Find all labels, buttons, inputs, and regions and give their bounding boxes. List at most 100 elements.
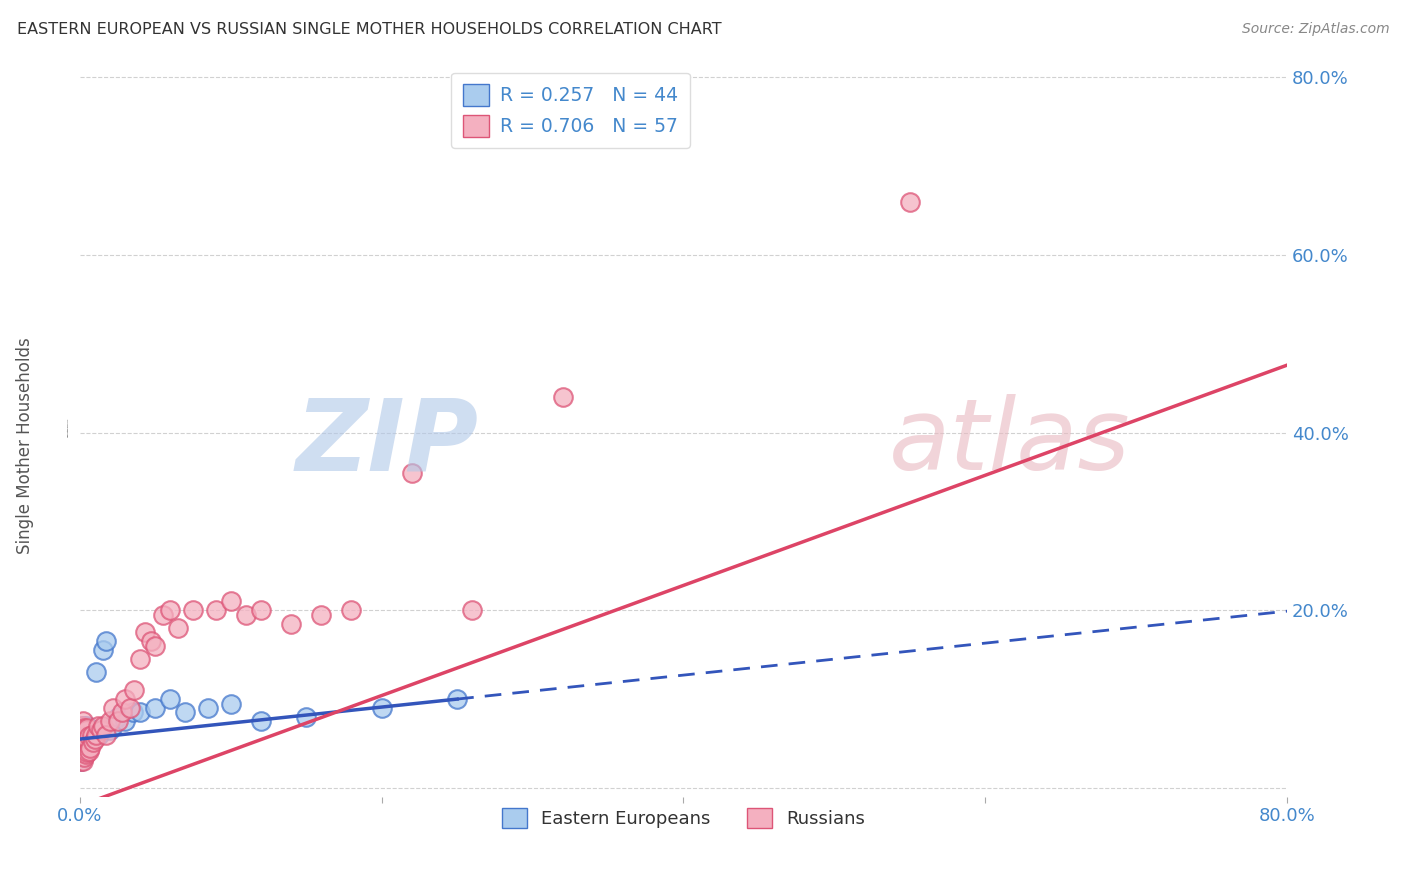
Point (72, 749, 94, 764)
Point (75, 747, 97, 761)
Point (70, 737, 93, 751)
Point (94, 728, 117, 742)
Point (91, 719, 114, 733)
Point (73, 737, 96, 751)
Point (461, 603, 484, 617)
Point (84, 732, 107, 747)
Point (73, 745, 96, 759)
Point (72, 745, 94, 759)
Point (77, 743, 100, 757)
Point (76, 721, 98, 735)
Point (250, 714, 273, 729)
Point (134, 625, 156, 640)
Point (898, 194, 921, 209)
Point (219, 697, 242, 711)
Point (129, 706, 152, 720)
Point (70, 728, 93, 742)
Point (122, 683, 145, 698)
Point (75, 740, 97, 755)
Point (72, 732, 94, 747)
Point (70, 745, 93, 759)
Point (235, 607, 257, 622)
Point (70, 732, 93, 747)
Point (98, 723, 121, 738)
Text: ZIP: ZIP (295, 394, 478, 491)
Point (84, 723, 107, 738)
Point (181, 603, 204, 617)
Point (111, 706, 134, 720)
Point (79, 740, 101, 755)
Point (76, 719, 98, 733)
Point (143, 639, 166, 653)
Point (75, 723, 97, 738)
Point (75, 732, 97, 747)
Point (143, 701, 166, 715)
Point (98, 714, 121, 729)
Point (401, 466, 423, 480)
Point (79, 723, 101, 738)
Text: EASTERN EUROPEAN VS RUSSIAN SINGLE MOTHER HOUSEHOLDS CORRELATION CHART: EASTERN EUROPEAN VS RUSSIAN SINGLE MOTHE… (17, 22, 721, 37)
Point (77, 730, 100, 744)
Point (107, 714, 129, 729)
Point (70, 719, 93, 733)
Point (167, 621, 190, 635)
Point (72, 723, 94, 738)
Point (72, 714, 94, 729)
Point (295, 710, 318, 724)
Point (72, 719, 94, 733)
Point (76, 737, 98, 751)
Point (129, 652, 152, 666)
Point (72, 728, 94, 742)
Point (73, 728, 96, 742)
Point (82, 735, 104, 749)
Point (70, 740, 93, 755)
Point (114, 714, 136, 729)
Point (91, 643, 114, 657)
Point (101, 719, 124, 733)
Point (76, 732, 98, 747)
Point (80, 732, 103, 747)
Point (250, 603, 273, 617)
Point (89, 728, 111, 742)
Point (139, 634, 162, 648)
Point (72, 732, 94, 747)
Point (79, 737, 101, 751)
Point (73, 719, 96, 733)
Legend: Eastern Europeans, Russians: Eastern Europeans, Russians (495, 800, 873, 836)
Point (101, 701, 124, 715)
Point (311, 607, 333, 622)
Point (114, 692, 136, 706)
Point (197, 701, 219, 715)
Text: Source: ZipAtlas.com: Source: ZipAtlas.com (1241, 22, 1389, 37)
Point (174, 706, 197, 720)
Point (551, 390, 574, 404)
Point (159, 692, 181, 706)
Point (77, 728, 100, 742)
Text: Single Mother Households: Single Mother Households (17, 338, 34, 554)
Point (76, 745, 98, 759)
Point (159, 603, 181, 617)
Point (86, 728, 108, 742)
Point (370, 701, 392, 715)
Point (90, 723, 112, 738)
Point (340, 603, 363, 617)
Point (87, 719, 110, 733)
Point (73, 721, 96, 735)
Point (107, 710, 129, 724)
Point (82, 728, 104, 742)
Point (204, 603, 226, 617)
Point (75, 723, 97, 738)
Point (86, 665, 108, 680)
Point (72, 740, 94, 755)
Point (73, 739, 96, 753)
Point (280, 616, 302, 631)
Point (77, 740, 100, 755)
Point (219, 594, 242, 608)
Point (121, 706, 143, 720)
Point (72, 754, 94, 768)
Text: atlas: atlas (889, 394, 1130, 491)
Point (73, 749, 96, 764)
Point (152, 607, 174, 622)
Point (94, 634, 117, 648)
Point (80, 728, 103, 742)
